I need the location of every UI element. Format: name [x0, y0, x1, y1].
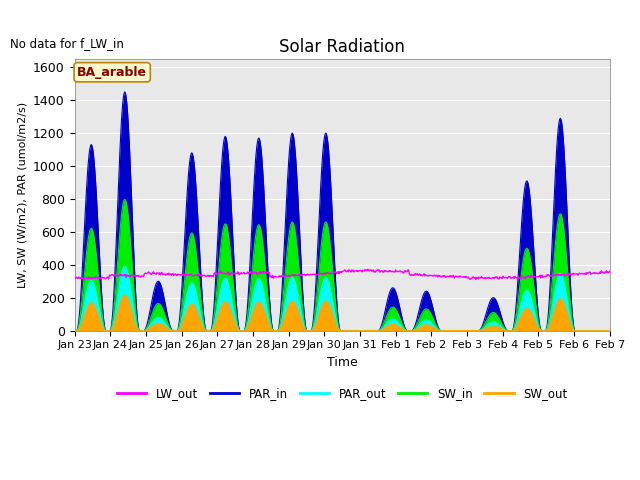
Legend: LW_out, PAR_in, PAR_out, SW_in, SW_out: LW_out, PAR_in, PAR_out, SW_in, SW_out	[112, 383, 572, 405]
Text: BA_arable: BA_arable	[77, 66, 147, 79]
Text: No data for f_LW_in: No data for f_LW_in	[10, 37, 124, 50]
Y-axis label: LW, SW (W/m2), PAR (umol/m2/s): LW, SW (W/m2), PAR (umol/m2/s)	[17, 102, 28, 288]
X-axis label: Time: Time	[327, 356, 358, 369]
Title: Solar Radiation: Solar Radiation	[279, 38, 405, 56]
